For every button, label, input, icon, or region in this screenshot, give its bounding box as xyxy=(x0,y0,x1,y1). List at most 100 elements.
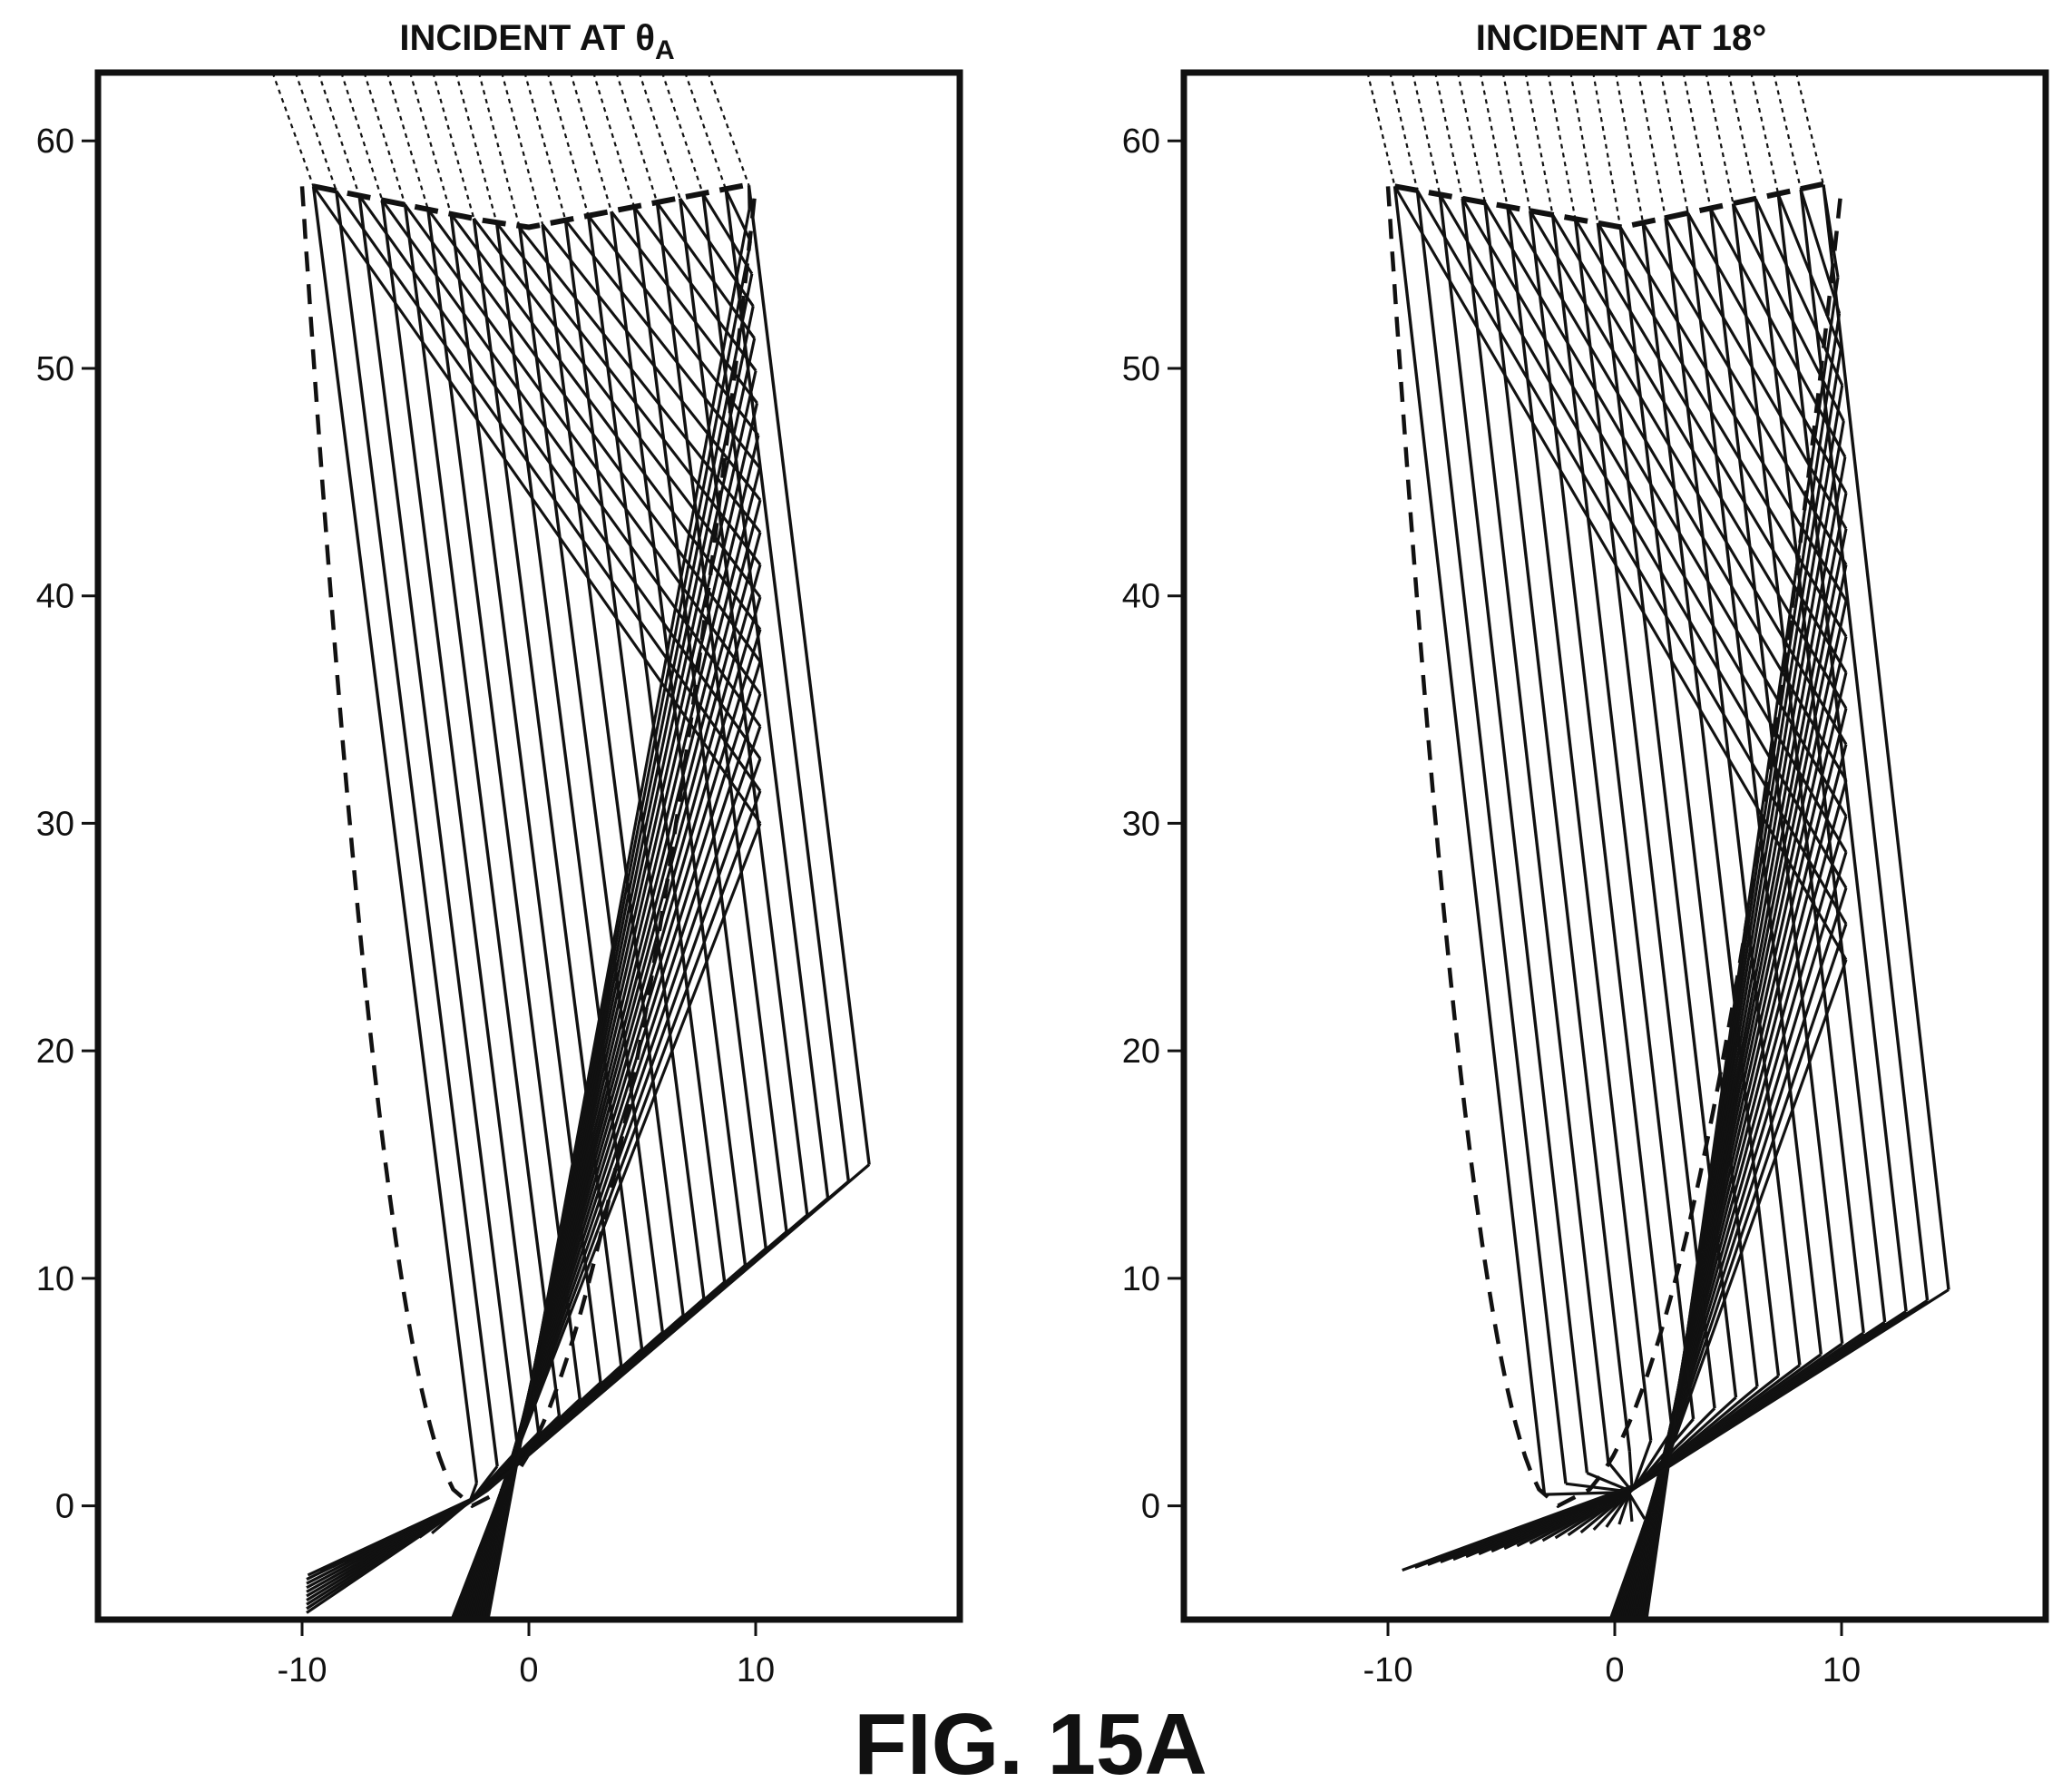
figure-caption: FIG. 15A xyxy=(854,1696,1207,1792)
y-tick-label: 60 xyxy=(36,122,74,161)
wall-ray xyxy=(632,206,757,372)
reflector-curve xyxy=(299,186,758,1509)
incident-ray xyxy=(563,220,706,1299)
wall-ray xyxy=(1822,184,1840,278)
panel-right-reflector xyxy=(1385,181,1844,1509)
wall-ray xyxy=(1483,201,1848,818)
incident-ray xyxy=(1506,206,1653,1441)
incident-ray-dotted xyxy=(317,72,361,196)
x-tick-label: 0 xyxy=(519,1651,538,1689)
panel-right-axes: -10 0 10 0 10 20 30 40 50 60 xyxy=(1122,122,1861,1689)
incident-ray-dotted xyxy=(271,72,315,187)
panel-left-reflector xyxy=(299,181,758,1509)
incident-ray xyxy=(1438,194,1589,1474)
panel-right: INCIDENT AT 18° -10 0 10 0 10 20 30 40 50 60 xyxy=(1122,18,2049,1689)
wall-ray xyxy=(1596,221,1848,638)
incident-ray xyxy=(1754,199,1887,1323)
incident-ray xyxy=(335,191,499,1467)
incident-ray-dotted xyxy=(1592,72,1622,228)
y-tick-label: 40 xyxy=(1122,578,1160,616)
incident-ray xyxy=(1708,208,1844,1345)
incident-ray xyxy=(1664,218,1802,1366)
wall-ray xyxy=(518,227,762,534)
incident-ray xyxy=(380,200,541,1434)
incident-ray xyxy=(403,204,562,1416)
incident-ray xyxy=(1573,219,1716,1409)
incident-ray-dotted xyxy=(1727,72,1757,200)
incident-ray xyxy=(679,198,809,1216)
panel-right-rays xyxy=(1366,72,1950,1621)
incident-ray-dotted xyxy=(569,72,612,212)
y-tick-label: 20 xyxy=(1122,1033,1160,1071)
incident-ray-dotted xyxy=(1614,72,1645,223)
incident-ray-dotted xyxy=(1750,72,1780,195)
incident-ray-dotted xyxy=(432,72,475,220)
incident-ray xyxy=(655,202,788,1232)
incident-ray-dotted xyxy=(707,72,750,186)
wall-ray xyxy=(747,185,751,210)
incident-ray xyxy=(610,211,748,1266)
incident-ray xyxy=(472,218,623,1366)
y-tick-label: 10 xyxy=(1122,1260,1160,1298)
wall-ray xyxy=(701,193,754,275)
x-tick-label: 10 xyxy=(1823,1651,1861,1689)
x-tick-label: 10 xyxy=(737,1651,775,1689)
incident-ray-dotted xyxy=(1569,72,1599,223)
x-tick-label: -10 xyxy=(278,1651,327,1689)
incident-ray-dotted xyxy=(1682,72,1712,210)
incident-ray-dotted xyxy=(1705,72,1735,204)
incident-ray xyxy=(1393,186,1547,1495)
incident-ray xyxy=(1641,222,1781,1376)
incident-ray-dotted xyxy=(409,72,453,215)
reflected-ray xyxy=(306,1163,871,1614)
incident-ray-dotted xyxy=(386,72,429,211)
incident-ray xyxy=(1731,203,1865,1334)
y-tick-label: 30 xyxy=(1122,805,1160,843)
y-tick-label: 10 xyxy=(36,1260,74,1298)
y-tick-label: 30 xyxy=(36,805,74,843)
incident-ray-dotted xyxy=(363,72,406,205)
incident-ray xyxy=(747,185,871,1165)
reflected-ray xyxy=(1402,1288,1950,1572)
panel-left-title: INCIDENT AT θA xyxy=(399,18,674,65)
wall-reflected-ray xyxy=(486,209,751,1621)
incident-ray-dotted xyxy=(340,72,384,201)
y-tick-label: 50 xyxy=(36,350,74,388)
incident-ray-dotted xyxy=(1389,72,1419,191)
incident-ray xyxy=(518,227,665,1333)
wall-ray xyxy=(656,201,756,339)
incident-ray xyxy=(426,209,581,1400)
incident-ray-dotted xyxy=(684,72,728,191)
incident-ray xyxy=(1550,214,1696,1420)
y-tick-label: 50 xyxy=(1122,350,1160,388)
panel-right-frame xyxy=(1180,69,2049,1623)
y-tick-label: 0 xyxy=(55,1488,74,1526)
incident-ray xyxy=(1483,202,1631,1452)
incident-ray xyxy=(1415,190,1568,1484)
reflected-ray xyxy=(357,1381,602,1560)
incident-ray-dotted xyxy=(1773,72,1803,191)
incident-ray-dotted xyxy=(1547,72,1577,220)
incident-ray xyxy=(1776,193,1908,1312)
y-tick-label: 20 xyxy=(36,1033,74,1071)
incident-ray xyxy=(1618,227,1759,1387)
wall-ray xyxy=(1799,189,1842,314)
aperture-edge xyxy=(312,181,752,230)
incident-ray xyxy=(1822,184,1950,1290)
incident-ray xyxy=(541,224,685,1317)
reflector-curve xyxy=(1385,186,1844,1509)
incident-ray xyxy=(494,222,644,1349)
incident-ray-dotted xyxy=(477,72,521,229)
incident-ray xyxy=(357,195,520,1450)
incident-ray xyxy=(1461,198,1610,1463)
incident-ray-dotted xyxy=(523,72,567,221)
x-tick-label: 0 xyxy=(1605,1651,1624,1689)
wall-ray xyxy=(449,212,762,631)
incident-ray-dotted xyxy=(1637,72,1667,219)
incident-ray-dotted xyxy=(1434,72,1464,200)
wall-ray xyxy=(724,189,752,242)
incident-ray xyxy=(724,189,851,1182)
y-tick-label: 40 xyxy=(36,578,74,616)
incident-ray-dotted xyxy=(1501,72,1531,211)
y-tick-label: 60 xyxy=(1122,122,1160,161)
